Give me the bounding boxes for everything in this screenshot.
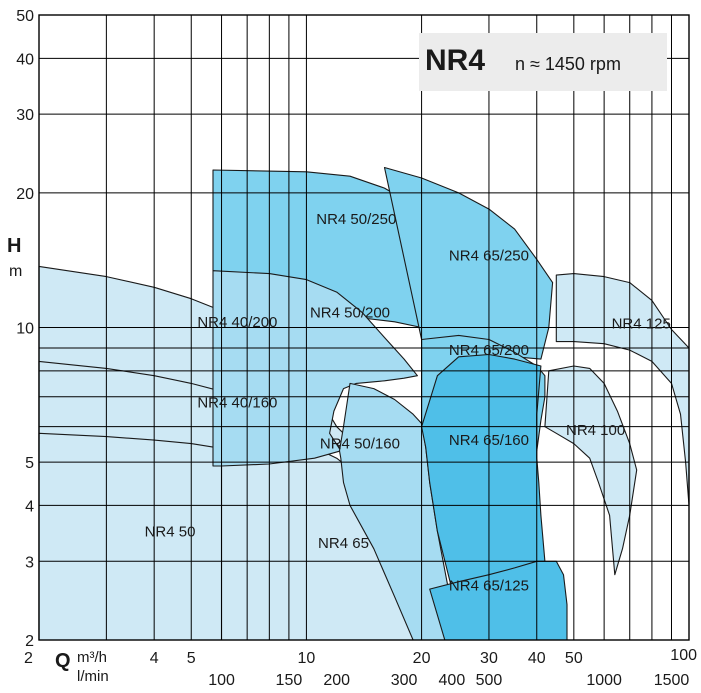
y-axis-label: H (7, 235, 21, 257)
performance-areas (38, 166, 690, 641)
chart-title: NR4 (425, 44, 485, 77)
x-secondary-tick-label: 200 (323, 672, 350, 689)
series-label-nr4-65-200: NR4 65/200 (449, 342, 529, 359)
x-secondary-tick-label: 1500 (654, 672, 690, 689)
series-labels: NR4 40/200 NR4 40/160 NR4 50 NR4 65 NR4 50/2… (145, 211, 671, 595)
x-tick-labels: 2 4 5 10 20 30 40 50 100 (24, 647, 697, 667)
series-label-nr4-125: NR4 125 (612, 316, 671, 333)
y-tick-label: 50 (16, 8, 34, 25)
series-label-nr4-50-200: NR4 50/200 (310, 305, 390, 322)
x-tick-label: 4 (150, 650, 159, 667)
x-axis-label: Q (55, 650, 71, 672)
y-tick-label: 4 (25, 498, 34, 515)
series-label-nr4-65-125: NR4 65/125 (449, 577, 529, 594)
x-axis-unit-primary: m³/h (77, 649, 107, 666)
area-nr4-100 (544, 365, 638, 576)
x-secondary-tick-label: 400 (439, 672, 466, 689)
y-tick-label: 5 (25, 455, 34, 472)
grid (38, 15, 689, 640)
x-tick-label: 40 (528, 650, 546, 667)
series-label-nr4-40-160: NR4 40/160 (197, 394, 277, 411)
x-tick-label: 100 (670, 647, 697, 664)
x-tick-label: 20 (413, 650, 431, 667)
series-label-nr4-50-160: NR4 50/160 (320, 436, 400, 453)
x-tick-label: 5 (187, 650, 196, 667)
plot-border (38, 14, 690, 641)
x-tick-label: 30 (480, 650, 498, 667)
x-tick-label: 50 (565, 650, 583, 667)
y-tick-labels: 2 3 4 5 10 20 30 40 50 (16, 8, 34, 650)
y-tick-label: 20 (16, 186, 34, 203)
y-axis-unit: m (9, 263, 22, 280)
chart-subtitle: n ≈ 1450 rpm (515, 54, 621, 74)
x-secondary-tick-label: 150 (276, 672, 303, 689)
series-label-nr4-65-160: NR4 65/160 (449, 432, 529, 449)
series-label-nr4-65-250: NR4 65/250 (449, 247, 529, 264)
title-box (419, 33, 667, 91)
series-label-nr4-40-200: NR4 40/200 (197, 314, 277, 331)
series-label-nr4-50: NR4 50 (145, 523, 196, 540)
y-tick-label: 3 (25, 554, 34, 571)
series-label-nr4-50-250: NR4 50/250 (316, 211, 396, 228)
series-label-nr4-100: NR4 100 (566, 422, 625, 439)
x-secondary-tick-label: 100 (208, 672, 235, 689)
y-tick-label: 40 (16, 51, 34, 68)
area-nr4-50-200 (212, 270, 418, 467)
x-axis-unit-secondary: l/min (77, 668, 109, 685)
x-tick-label: 2 (24, 650, 33, 667)
x-tick-label: 10 (298, 650, 316, 667)
x-secondary-tick-labels: 100 150 200 300 400 500 1000 1500 (208, 672, 689, 689)
plot-frame (38, 14, 690, 641)
series-label-nr4-65: NR4 65 (318, 535, 369, 552)
x-secondary-tick-label: 1000 (586, 672, 622, 689)
y-tick-label: 10 (16, 321, 34, 338)
y-tick-label: 30 (16, 107, 34, 124)
x-secondary-tick-label: 300 (391, 672, 418, 689)
x-secondary-tick-label: 500 (476, 672, 503, 689)
y-tick-label: 2 (25, 633, 34, 650)
